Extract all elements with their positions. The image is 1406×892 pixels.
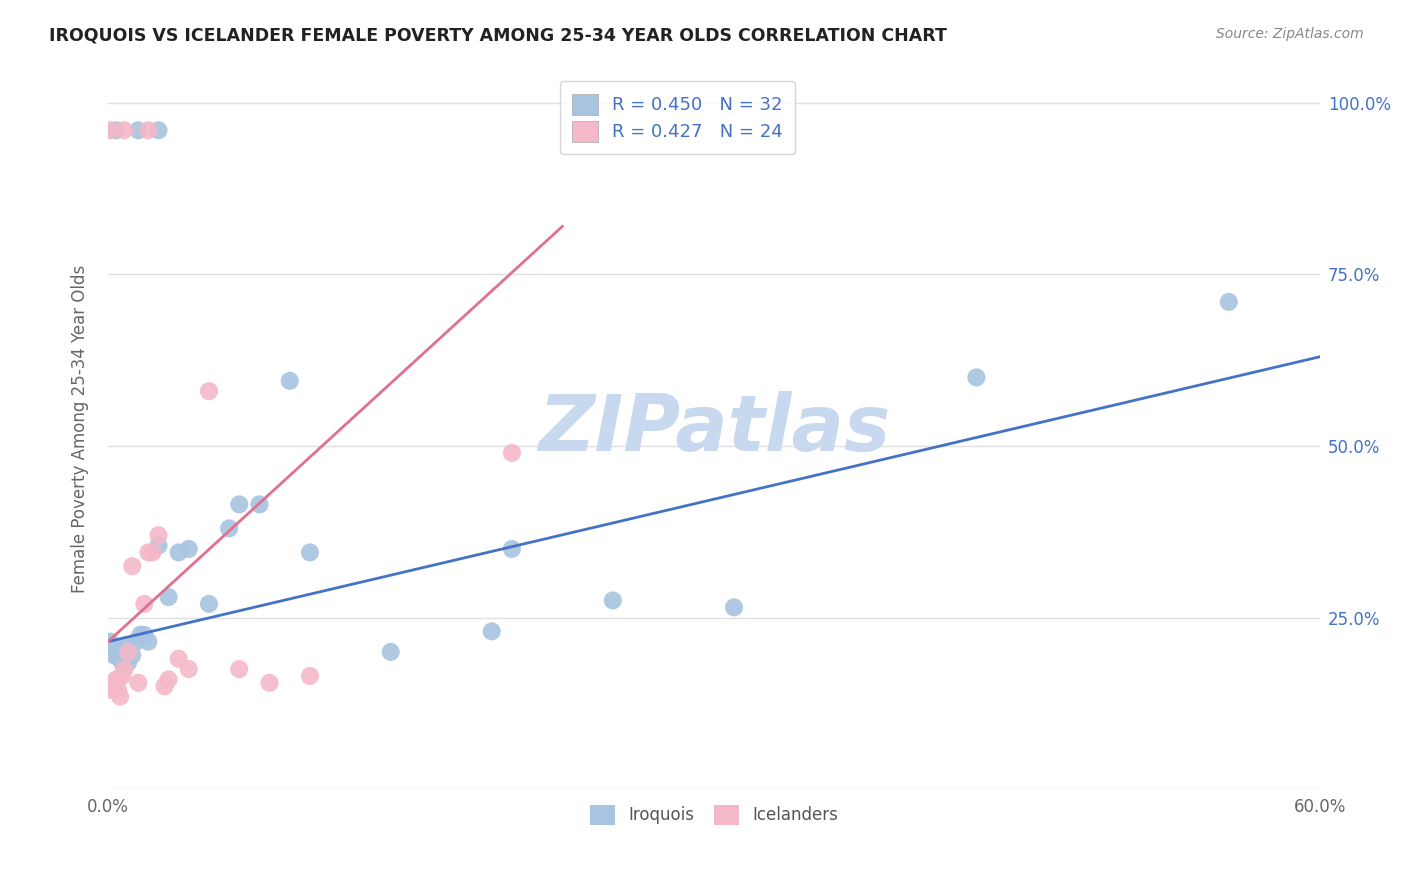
Text: ZIPatlas: ZIPatlas xyxy=(537,391,890,467)
Text: IROQUOIS VS ICELANDER FEMALE POVERTY AMONG 25-34 YEAR OLDS CORRELATION CHART: IROQUOIS VS ICELANDER FEMALE POVERTY AMO… xyxy=(49,27,948,45)
Legend: Iroquois, Icelanders: Iroquois, Icelanders xyxy=(579,795,848,835)
Point xyxy=(278,374,301,388)
Point xyxy=(228,497,250,511)
Point xyxy=(101,679,124,693)
Point xyxy=(602,593,624,607)
Point xyxy=(148,123,170,137)
Point xyxy=(134,628,156,642)
Point xyxy=(112,123,135,137)
Point xyxy=(198,384,221,398)
Point xyxy=(167,652,190,666)
Point xyxy=(501,541,523,556)
Point xyxy=(723,600,745,615)
Point xyxy=(138,634,160,648)
Point xyxy=(129,628,152,642)
Point xyxy=(148,528,170,542)
Y-axis label: Female Poverty Among 25-34 Year Olds: Female Poverty Among 25-34 Year Olds xyxy=(72,265,89,593)
Point xyxy=(157,590,180,604)
Point xyxy=(98,123,121,137)
Point xyxy=(167,545,190,559)
Point xyxy=(127,676,149,690)
Point xyxy=(298,669,321,683)
Point xyxy=(228,662,250,676)
Point xyxy=(111,655,134,669)
Point xyxy=(127,123,149,137)
Point xyxy=(249,497,271,511)
Point xyxy=(138,545,160,559)
Point xyxy=(177,541,200,556)
Point xyxy=(153,679,176,693)
Point xyxy=(117,645,139,659)
Point xyxy=(177,662,200,676)
Point xyxy=(117,655,139,669)
Point xyxy=(148,539,170,553)
Point xyxy=(107,682,129,697)
Point xyxy=(112,662,135,676)
Point xyxy=(108,652,131,666)
Point xyxy=(105,645,128,659)
Point xyxy=(157,673,180,687)
Point xyxy=(112,662,135,676)
Point xyxy=(107,641,129,656)
Point xyxy=(103,676,125,690)
Point xyxy=(111,669,134,683)
Point xyxy=(98,634,121,648)
Point xyxy=(298,545,321,559)
Point xyxy=(965,370,987,384)
Point xyxy=(103,648,125,663)
Point xyxy=(108,690,131,704)
Point xyxy=(218,521,240,535)
Point xyxy=(98,682,121,697)
Point xyxy=(105,673,128,687)
Point xyxy=(380,645,402,659)
Point xyxy=(1218,294,1240,309)
Point xyxy=(105,123,128,137)
Text: Source: ZipAtlas.com: Source: ZipAtlas.com xyxy=(1216,27,1364,41)
Point xyxy=(115,638,138,652)
Point xyxy=(481,624,503,639)
Point xyxy=(501,446,523,460)
Point xyxy=(121,559,143,574)
Point xyxy=(134,597,156,611)
Point xyxy=(138,123,160,137)
Point xyxy=(101,638,124,652)
Point xyxy=(141,545,163,559)
Point xyxy=(121,648,143,663)
Point xyxy=(259,676,281,690)
Point xyxy=(198,597,221,611)
Point xyxy=(125,634,148,648)
